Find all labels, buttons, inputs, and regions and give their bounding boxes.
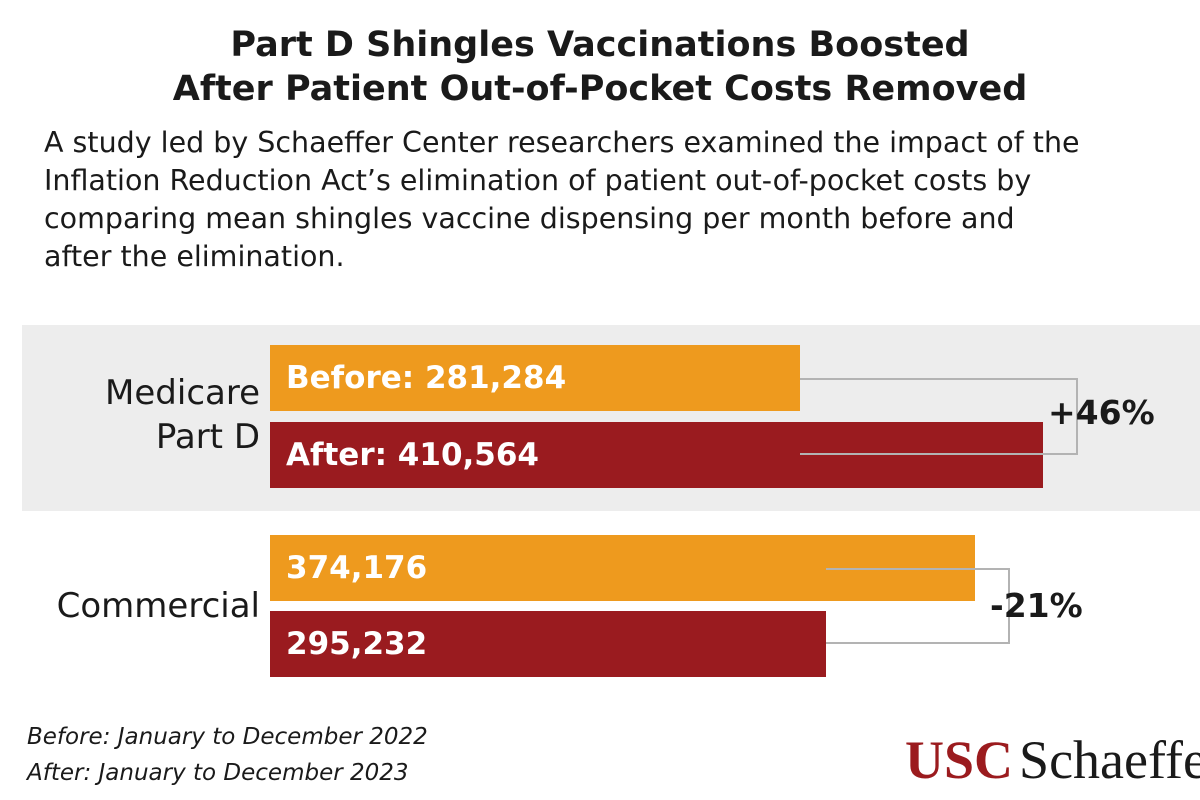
chart-title-line-2: After Patient Out-of-Pocket Costs Remove… (172, 69, 1028, 109)
group-label-line-2: Part D (155, 417, 260, 457)
change-label-commercial: -21% (990, 586, 1083, 625)
group-label-line-1: Commercial (56, 586, 260, 626)
description-line-2: Inflation Reduction Act’s elimination of… (44, 164, 1032, 197)
logo-usc-text: USC (905, 730, 1014, 790)
usc-schaeffer-logo: USCSchaeffer (905, 728, 1200, 792)
group-label-commercial: Commercial (20, 584, 260, 628)
bar-medicare-after (270, 422, 1044, 488)
change-label-medicare: +46% (1048, 393, 1155, 432)
bar-label-medicare-before: Before: 281,284 (286, 360, 567, 396)
group-label-medicare-part-d: Medicare Part D (60, 371, 260, 459)
group-label-line-1: Medicare (105, 373, 260, 413)
change-bracket-medicare (799, 378, 1079, 455)
description-line-4: after the elimination. (44, 240, 345, 273)
logo-schaeffer-text: Schaeffer (1019, 730, 1200, 790)
footnote-before-period: Before: January to December 2022 (27, 724, 428, 750)
bar-medicare-before (270, 345, 800, 411)
bar-label-commercial-after: 295,232 (286, 626, 428, 662)
bar-label-medicare-after: After: 410,564 (286, 437, 539, 473)
bar-commercial-after (270, 611, 826, 677)
description-line-1: A study led by Schaeffer Center research… (44, 126, 1080, 159)
footnote-after-period: After: January to December 2023 (27, 760, 409, 786)
description-line-3: comparing mean shingles vaccine dispensi… (44, 202, 1015, 235)
chart-title-line-1: Part D Shingles Vaccinations Boosted (230, 25, 970, 65)
bar-label-commercial-before: 374,176 (286, 550, 428, 586)
change-bracket-commercial (825, 568, 1010, 644)
